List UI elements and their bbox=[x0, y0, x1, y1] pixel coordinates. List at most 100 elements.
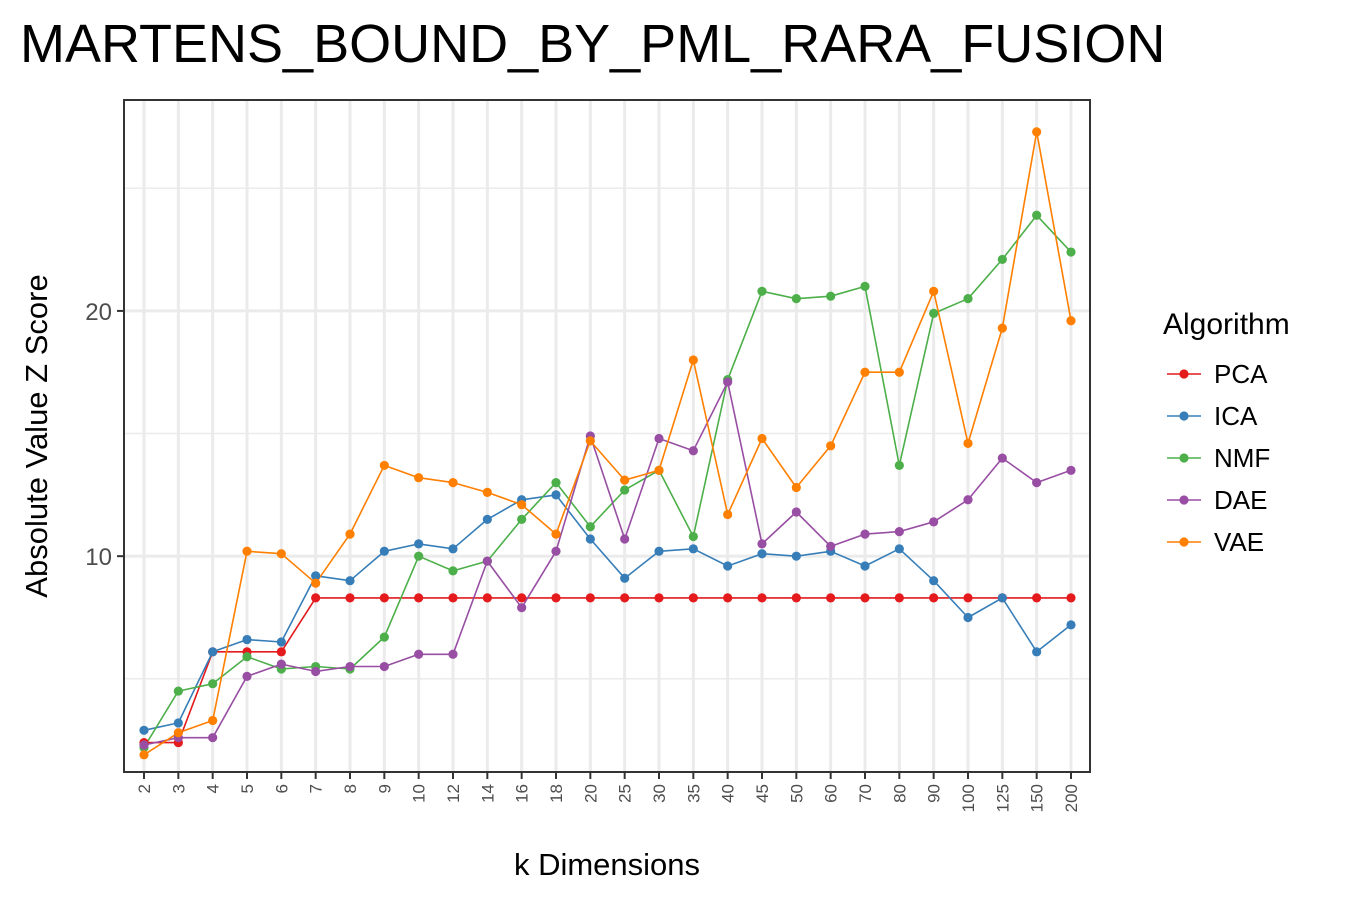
ica-data-point bbox=[654, 546, 664, 556]
ica-data-point bbox=[173, 718, 183, 728]
ica-data-point bbox=[414, 539, 424, 549]
x-tick-label: 14 bbox=[478, 784, 497, 803]
vae-data-point bbox=[585, 436, 595, 446]
vae-data-point bbox=[379, 460, 389, 471]
nmf-data-point bbox=[208, 679, 218, 689]
vae-data-point bbox=[1066, 316, 1076, 326]
nmf-data-point bbox=[791, 294, 801, 304]
nmf-data-point bbox=[620, 485, 630, 495]
ica-data-point bbox=[345, 576, 355, 586]
vae-data-point bbox=[482, 487, 492, 498]
pca-data-point bbox=[379, 593, 389, 603]
ica-data-point bbox=[311, 571, 321, 581]
vae-data-point bbox=[551, 529, 561, 539]
vae-data-point bbox=[414, 473, 424, 483]
legend-item-pca: PCA bbox=[1167, 359, 1268, 389]
x-tick-label: 100 bbox=[959, 784, 978, 812]
dae-data-point bbox=[929, 517, 939, 527]
ica-data-point bbox=[963, 612, 973, 623]
legend-label-nmf: NMF bbox=[1214, 443, 1270, 473]
x-tick-label: 60 bbox=[822, 784, 841, 803]
vae-data-point bbox=[929, 286, 939, 296]
dae-data-point bbox=[826, 541, 836, 551]
ica-data-point bbox=[242, 634, 252, 645]
legend-item-nmf: NMF bbox=[1167, 443, 1270, 473]
pca-data-point bbox=[688, 593, 698, 603]
x-tick-label: 80 bbox=[890, 784, 909, 803]
x-tick-label: 8 bbox=[341, 784, 360, 793]
x-tick-label: 200 bbox=[1062, 784, 1081, 812]
vae-data-point bbox=[208, 715, 218, 726]
legend-label-pca: PCA bbox=[1214, 359, 1268, 389]
pca-data-point bbox=[276, 647, 286, 657]
series-points bbox=[139, 127, 1076, 760]
pca-data-point bbox=[414, 593, 424, 603]
dae-data-point bbox=[620, 534, 630, 544]
ica-data-point bbox=[860, 561, 870, 571]
ica-data-point bbox=[1032, 647, 1042, 657]
ica-data-point bbox=[1066, 620, 1076, 630]
legend-key-point-vae bbox=[1179, 537, 1189, 547]
pca-data-point bbox=[894, 593, 904, 603]
dae-data-point bbox=[997, 453, 1007, 463]
dae-data-point bbox=[311, 666, 321, 677]
dae-data-point bbox=[139, 740, 149, 750]
x-tick-label: 9 bbox=[375, 784, 394, 793]
panel-background bbox=[124, 100, 1090, 772]
vae-data-point bbox=[345, 529, 355, 539]
x-tick-label: 10 bbox=[410, 784, 429, 803]
nmf-data-point bbox=[688, 531, 698, 542]
ica-data-point bbox=[997, 593, 1007, 603]
dae-data-point bbox=[654, 433, 664, 444]
pca-series-line bbox=[144, 597, 1071, 744]
y-tick-label: 20 bbox=[85, 299, 112, 326]
legend-items: PCA ICA NMF DAE VAE bbox=[1167, 359, 1270, 557]
pca-data-point bbox=[723, 593, 733, 603]
nmf-data-point bbox=[1032, 210, 1042, 220]
dae-data-point bbox=[723, 377, 733, 387]
dae-data-point bbox=[551, 546, 561, 556]
x-axis: 2 3 4 5 6 7 8 9 10 12 14 16 18 20 25 30 35 40 45 50 60 70 80 90… bbox=[135, 772, 1081, 812]
x-tick-label: 45 bbox=[753, 784, 772, 803]
dae-data-point bbox=[860, 529, 870, 539]
x-tick-label: 50 bbox=[787, 784, 806, 803]
x-tick-label: 12 bbox=[444, 784, 463, 803]
x-tick-label: 2 bbox=[135, 784, 154, 793]
nmf-data-point bbox=[448, 566, 458, 576]
ica-data-point bbox=[791, 551, 801, 561]
nmf-data-point bbox=[757, 286, 767, 296]
pca-data-point bbox=[1032, 593, 1042, 603]
dae-data-point bbox=[963, 495, 973, 505]
legend-label-vae: VAE bbox=[1214, 527, 1264, 557]
vae-series-line bbox=[143, 131, 1072, 756]
x-tick-label: 16 bbox=[513, 784, 532, 803]
ica-data-point bbox=[448, 544, 458, 554]
nmf-data-point bbox=[551, 477, 561, 488]
vae-data-point bbox=[276, 549, 286, 559]
legend-key-point-ica bbox=[1179, 411, 1189, 421]
x-tick-label: 30 bbox=[650, 784, 669, 803]
pca-data-point bbox=[517, 593, 527, 603]
ica-data-point bbox=[551, 490, 561, 500]
vae-data-point bbox=[894, 367, 904, 377]
x-tick-label: 150 bbox=[1028, 784, 1047, 812]
nmf-data-point bbox=[585, 522, 595, 532]
pca-data-point bbox=[860, 593, 870, 603]
legend-key-point-nmf bbox=[1179, 453, 1189, 463]
grid-lines bbox=[124, 100, 1090, 772]
ica-data-point bbox=[139, 725, 149, 735]
dae-data-point bbox=[482, 556, 492, 566]
vae-data-point bbox=[173, 728, 183, 738]
dae-data-point bbox=[1066, 465, 1076, 475]
x-tick-label: 5 bbox=[238, 784, 257, 793]
ica-series-line bbox=[143, 494, 1072, 732]
legend-key-point-dae bbox=[1179, 495, 1189, 505]
pca-data-point bbox=[620, 593, 630, 603]
ica-data-point bbox=[723, 561, 733, 571]
ica-data-point bbox=[688, 544, 698, 554]
x-tick-label: 18 bbox=[547, 784, 566, 803]
pca-data-point bbox=[551, 593, 561, 603]
dae-data-point bbox=[894, 527, 904, 537]
dae-data-point bbox=[757, 539, 767, 549]
dae-data-point bbox=[448, 649, 458, 659]
